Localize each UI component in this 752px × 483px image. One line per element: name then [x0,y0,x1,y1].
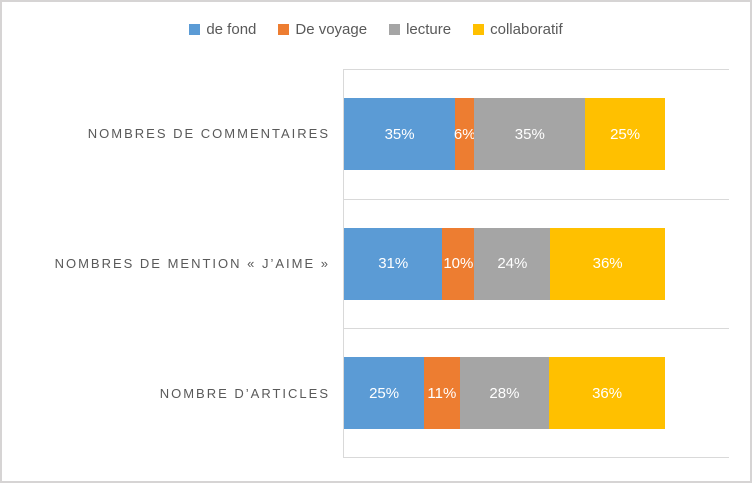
legend-item: lecture [389,21,451,38]
chart-row: NOMBRES DE MENTION « J’AIME » 31% 10% 24% 36… [2,198,750,329]
legend-item: De voyage [278,21,367,38]
bar-segment-collaboratif: 25% [585,98,665,171]
stacked-bar: 25% 11% 28% 36% [344,357,665,430]
legend-label: de fond [206,21,257,38]
category-label: NOMBRE D’ARTICLES [159,385,330,401]
legend-swatch-icon [389,24,401,35]
data-label: 24% [497,255,528,273]
bar-segment-de-voyage: 6% [453,98,476,171]
data-label: 25% [369,384,400,402]
bar-segment-lecture: 35% [474,98,586,171]
bar-segment-de-voyage: 10% [442,227,475,300]
bar-segment-lecture: 24% [474,227,551,300]
data-label: 28% [489,384,520,402]
data-label: 35% [384,125,415,143]
data-label: 25% [610,125,641,143]
data-label: 36% [592,384,623,402]
legend-label: lecture [406,21,452,38]
legend-swatch-icon [278,24,290,35]
category-label: NOMBRES DE COMMENTAIRES [87,126,330,142]
data-label: 36% [592,255,623,273]
legend-label: De voyage [295,21,368,38]
category-label: NOMBRES DE MENTION « J’AIME » [54,255,330,271]
bar-segment-lecture: 28% [459,357,550,430]
bar-segment-collaboratif: 36% [549,357,665,430]
category-band: 25% 11% 28% 36% [343,328,729,458]
legend-swatch-icon [473,24,485,35]
data-label: 10% [443,255,474,273]
category-band: 31% 10% 24% 36% [343,198,729,329]
data-label: 31% [378,255,409,273]
data-label: 35% [514,125,545,143]
bar-segment-de-fond: 25% [344,357,425,430]
legend-label: collaboratif [490,21,563,38]
legend-item: de fond [189,21,256,38]
category-band: 35% 6% 35% 25% [343,69,729,199]
bar-segment-de-voyage: 11% [424,357,460,430]
stacked-bar: 31% 10% 24% 36% [344,227,665,300]
bar-segment-de-fond: 35% [344,98,456,171]
data-label: 11% [427,384,457,402]
bar-segment-collaboratif: 36% [550,227,665,300]
legend-swatch-icon [189,24,201,35]
bar-segment-de-fond: 31% [344,227,443,300]
chart-row: NOMBRE D’ARTICLES 25% 11% 28% 36% [2,328,750,458]
chart-row: NOMBRES DE COMMENTAIRES 35% 6% 35% 25% [2,69,750,199]
data-label: 6% [453,125,476,143]
plot-area: NOMBRES DE COMMENTAIRES 35% 6% 35% 25% NOMBRE… [2,69,750,458]
stacked-bar: 35% 6% 35% 25% [344,98,665,171]
legend-item: collaboratif [473,21,563,38]
chart-legend: de fond De voyage lecture collaboratif [2,21,750,38]
